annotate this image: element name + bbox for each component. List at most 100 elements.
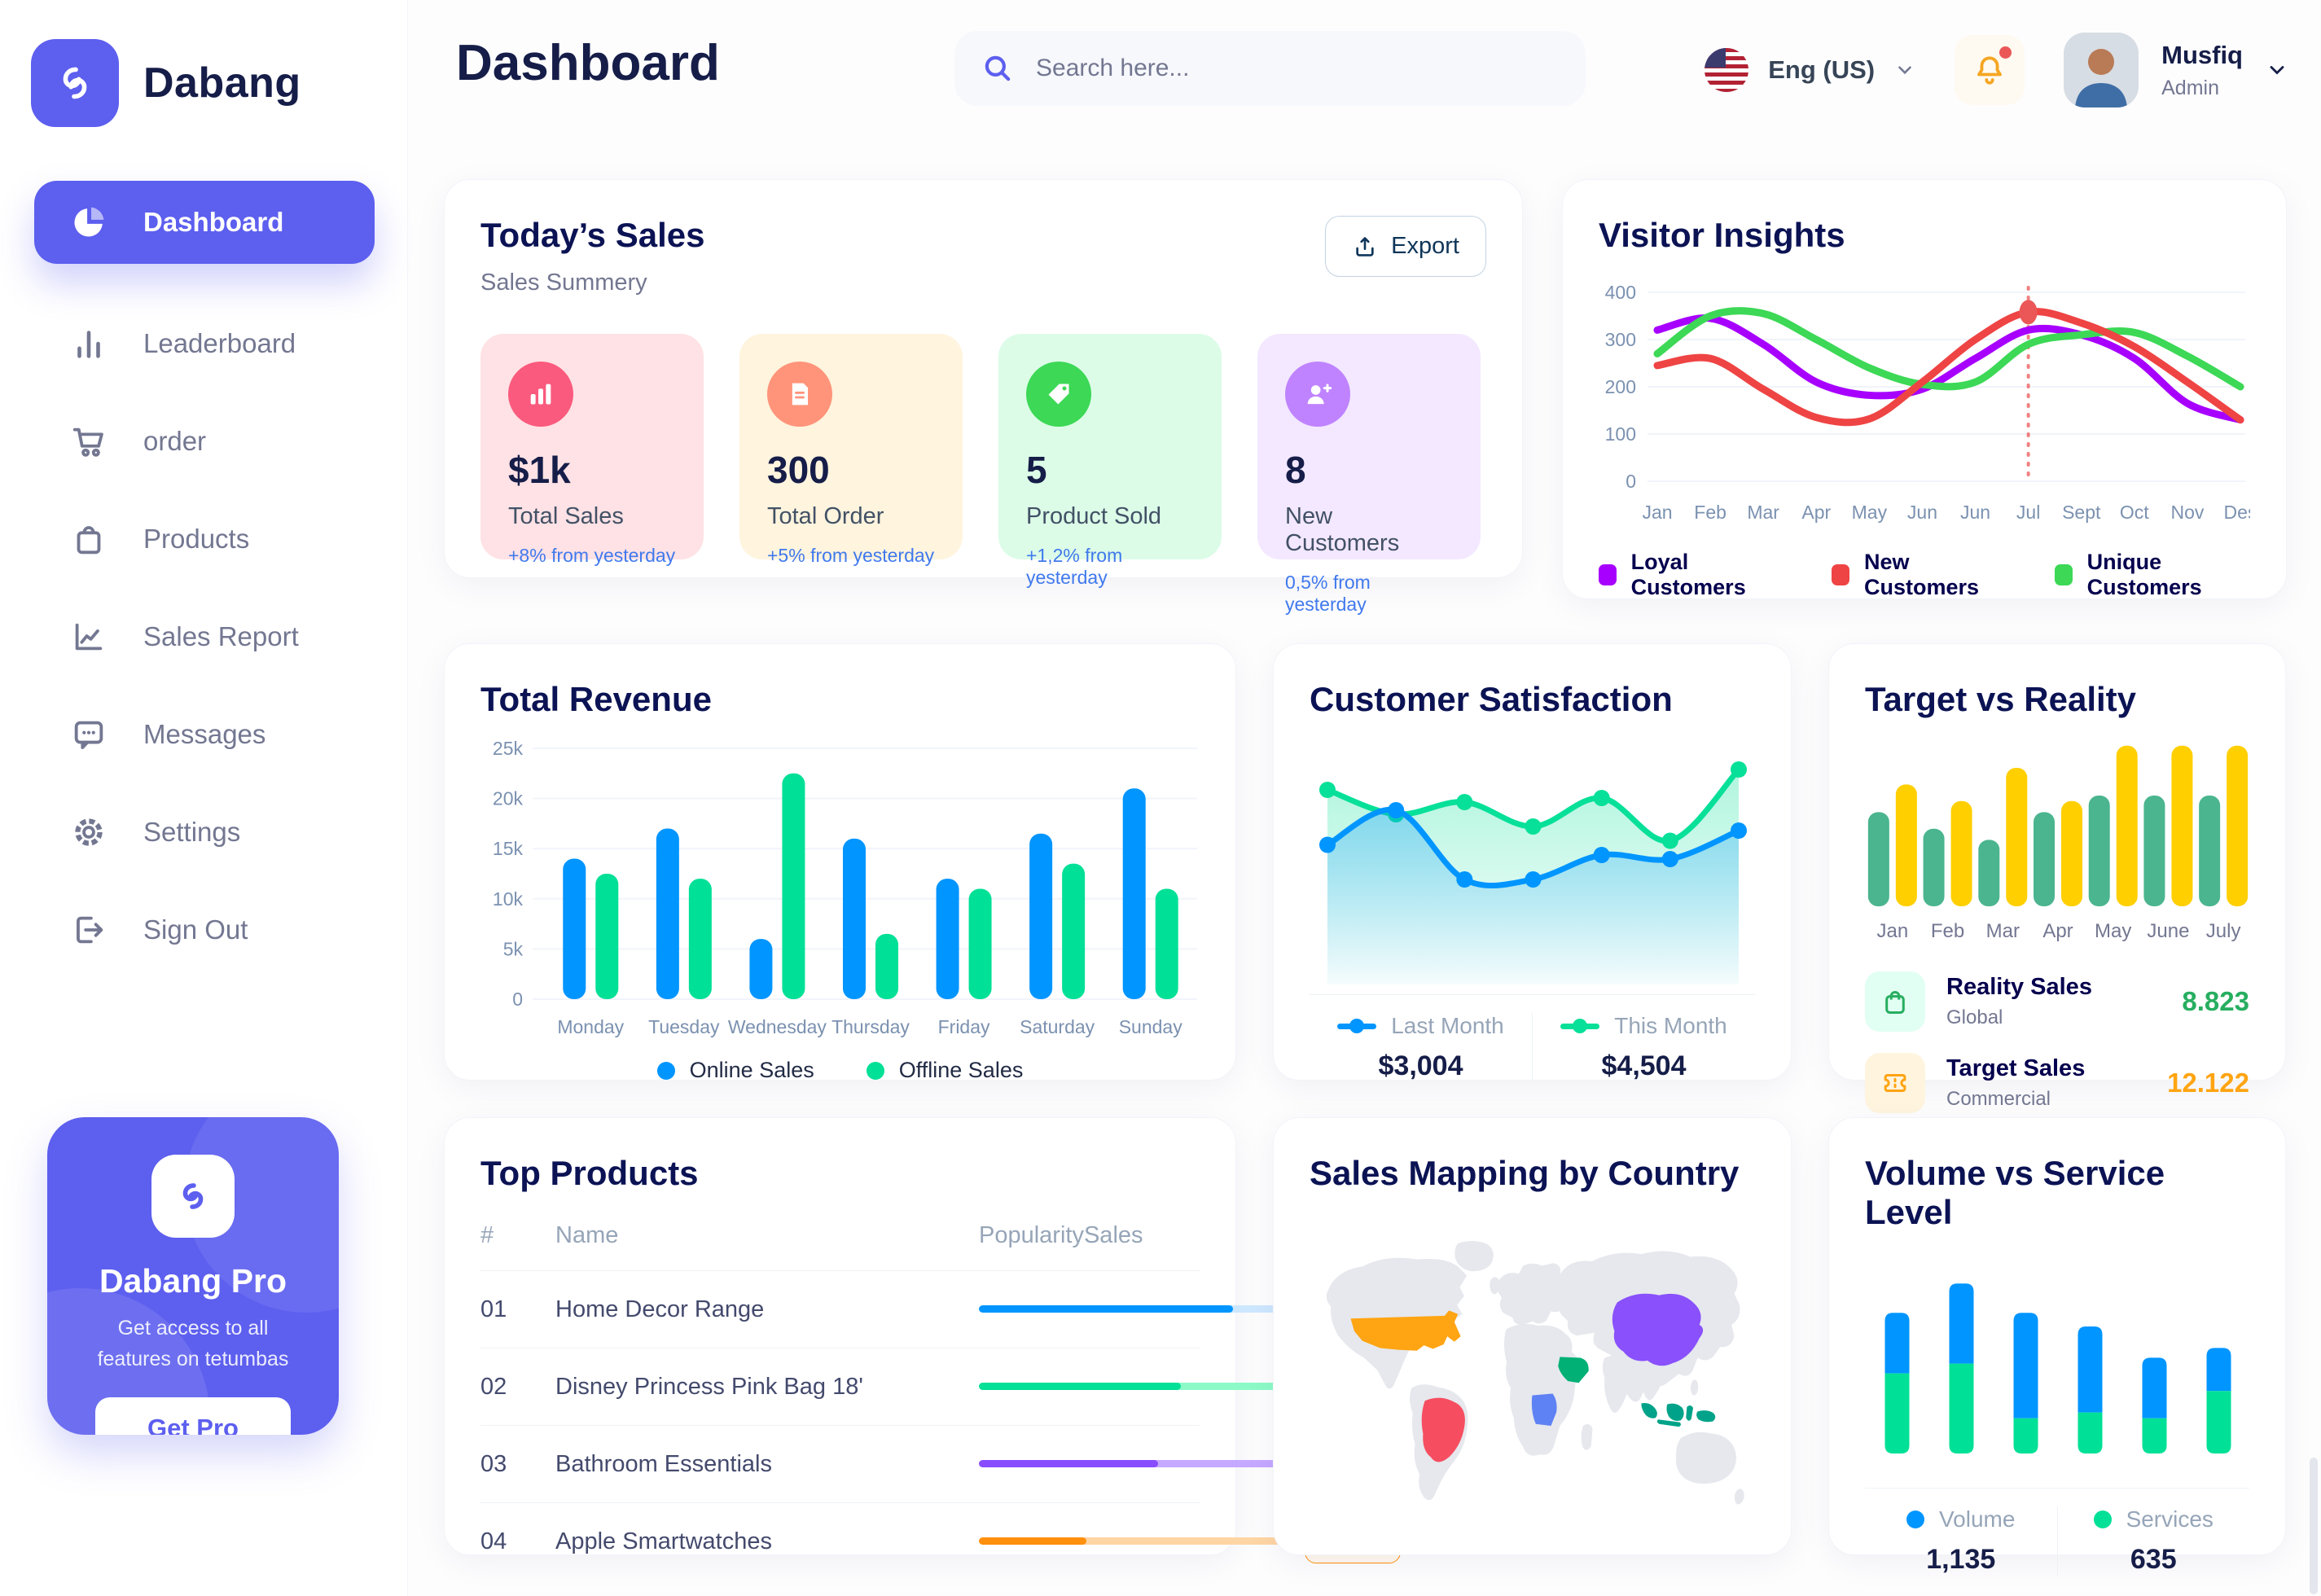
- language-label: Eng (US): [1768, 55, 1876, 84]
- avatar: [2064, 33, 2139, 107]
- pro-logo-icon: [151, 1155, 235, 1238]
- visitor-insights-card: Visitor Insights 0 100 200 300 400 Jan Feb Mar A…: [1562, 179, 2287, 599]
- sidebar-item-leaderboard[interactable]: Leaderboard: [34, 295, 375, 392]
- svg-text:Friday: Friday: [938, 1016, 990, 1037]
- sidebar-item-sales-report[interactable]: Sales Report: [34, 588, 375, 686]
- legend-item: Offline Sales: [866, 1058, 1023, 1083]
- svg-text:100: 100: [1605, 423, 1636, 445]
- svg-text:Mar: Mar: [1747, 502, 1779, 523]
- customer-satisfaction-card: Customer Satisfaction Last Month $3,004 …: [1273, 643, 1792, 1082]
- target-vs-reality-card: Target vs Reality Jan Feb Mar Apr May June Jul…: [1828, 643, 2286, 1113]
- card-subtitle: Sales Summery: [480, 270, 647, 296]
- sidebar-item-label: Messages: [143, 719, 266, 749]
- brand: Dabang: [31, 39, 301, 127]
- sales-mapping-card: Sales Mapping by Country: [1273, 1117, 1792, 1555]
- user-name: Musfiq: [2161, 40, 2243, 69]
- map-india: [1602, 1355, 1632, 1413]
- sidebar-menu: Dashboard Leaderboard order Products: [34, 181, 375, 979]
- svg-text:Feb: Feb: [1931, 920, 1964, 942]
- stat-card-new-customers: 8 New Customers 0,5% from yesterday: [1257, 334, 1481, 615]
- svg-text:Nov: Nov: [2170, 502, 2204, 523]
- map-madagascar: [1581, 1423, 1593, 1450]
- volume-vs-service-chart: [1884, 1283, 2231, 1454]
- get-pro-button[interactable]: Get Pro: [95, 1397, 291, 1435]
- svg-text:Apr: Apr: [1801, 502, 1831, 523]
- svg-text:May: May: [1852, 502, 1888, 523]
- export-icon: [1356, 236, 1374, 256]
- product-name: Apple Smartwatches: [555, 1528, 772, 1554]
- product-rank: 01: [480, 1296, 507, 1322]
- product-name: Disney Princess Pink Bag 18': [555, 1373, 863, 1400]
- svg-text:Tuesday: Tuesday: [648, 1016, 720, 1037]
- sidebar-item-settings[interactable]: Settings: [34, 783, 375, 881]
- notifications-button[interactable]: [1955, 35, 2025, 105]
- bar-chart-icon: [70, 325, 107, 362]
- search-input[interactable]: [1034, 54, 1560, 83]
- total-revenue-card: Total Revenue 0 5k 10k 15k 20k 25k Monday Tuesd…: [444, 643, 1236, 1083]
- bar-stats-icon: [508, 362, 573, 427]
- sidebar-item-dashboard[interactable]: Dashboard: [34, 181, 375, 264]
- map-africa: [1503, 1324, 1581, 1456]
- product-rank: 03: [480, 1450, 507, 1477]
- svg-text:Jan: Jan: [1642, 502, 1672, 523]
- chevron-down-icon: [2270, 66, 2284, 75]
- legend-item: New Customers: [1832, 550, 2003, 600]
- export-button[interactable]: Export: [1325, 216, 1486, 277]
- popularity-bar: [979, 1460, 1305, 1467]
- scrollbar-thumb[interactable]: [2310, 1458, 2318, 1594]
- brand-logo-icon: [31, 39, 119, 127]
- legend-item: Unique Customers: [2054, 550, 2250, 600]
- svg-text:25k: 25k: [493, 738, 524, 759]
- sidebar-item-sign-out[interactable]: Sign Out: [34, 881, 375, 979]
- svg-text:0: 0: [512, 989, 523, 1010]
- user-menu[interactable]: Musfiq Admin: [2064, 33, 2288, 107]
- svg-text:Sunday: Sunday: [1119, 1016, 1183, 1037]
- sidebar-item-order[interactable]: order: [34, 392, 375, 490]
- map-saudi-arabia: [1558, 1357, 1589, 1383]
- top-products-card: Top Products # Name Popularity Sales 01 H…: [444, 1117, 1401, 1563]
- card-title: Total Revenue: [480, 680, 712, 718]
- popularity-bar: [979, 1383, 1305, 1390]
- bag-icon: [70, 520, 107, 558]
- svg-text:Feb: Feb: [1694, 502, 1726, 523]
- pie-chart-icon: [70, 204, 107, 241]
- map-australia: [1675, 1432, 1736, 1484]
- todays-sales-card: Today’s Sales Sales Summery Export $1k T…: [444, 179, 1523, 615]
- customer-satisfaction-chart: [1319, 761, 1747, 984]
- map-brazil: [1421, 1397, 1465, 1462]
- search-icon: [981, 51, 1015, 86]
- sidebar-item-products[interactable]: Products: [34, 490, 375, 588]
- language-selector[interactable]: Eng (US): [1705, 48, 1915, 92]
- card-title: Sales Mapping by Country: [1310, 1154, 1740, 1192]
- bag-icon: [1865, 971, 1925, 1032]
- svg-text:Monday: Monday: [557, 1016, 624, 1037]
- sign-out-icon: [70, 911, 107, 949]
- svg-text:Oct: Oct: [2120, 502, 2149, 523]
- svg-text:Sept: Sept: [2062, 502, 2101, 523]
- total-revenue-chart: 0 5k 10k 15k 20k 25k Monday Tuesday Wednesday Thu…: [493, 738, 1197, 1037]
- svg-text:Jul: Jul: [2016, 502, 2040, 523]
- svg-text:July: July: [2206, 920, 2241, 942]
- map-indonesia: [1641, 1403, 1716, 1427]
- brand-name: Dabang: [143, 59, 301, 107]
- legend-this-month: This Month $4,504: [1532, 1013, 1755, 1082]
- sidebar-item-messages[interactable]: Messages: [34, 686, 375, 783]
- map-indochina: [1639, 1355, 1664, 1401]
- map-united-states: [1350, 1310, 1461, 1351]
- legend-item: Loyal Customers: [1599, 550, 1779, 600]
- us-flag-icon: [1705, 48, 1749, 92]
- map-new-zealand: [1734, 1489, 1744, 1505]
- receipt-icon: [767, 362, 832, 427]
- volume-vs-service-card: Volume vs Service Level Volume 1,135 Ser…: [1828, 1117, 2286, 1576]
- gear-icon: [70, 813, 107, 851]
- target-vs-reality-chart: Jan Feb Mar Apr May June July: [1867, 745, 2249, 942]
- map-dr-congo: [1531, 1393, 1557, 1426]
- svg-text:Jan: Jan: [1877, 920, 1909, 942]
- user-role: Admin: [2161, 76, 2219, 99]
- svg-text:200: 200: [1605, 376, 1636, 397]
- line-chart-icon: [70, 618, 107, 656]
- svg-text:0: 0: [1626, 471, 1636, 492]
